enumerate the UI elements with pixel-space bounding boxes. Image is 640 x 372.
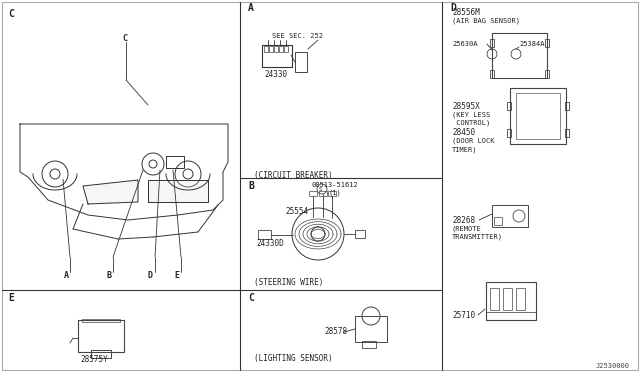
Text: (REMOTE: (REMOTE [452,226,482,232]
Text: 24330D: 24330D [256,238,284,247]
Bar [258,230,271,239]
Bar [492,205,528,227]
Bar [545,70,549,78]
Text: 08513-51612
(1): 08513-51612 (1) [312,182,358,196]
Bar [264,46,268,52]
Text: TRANSMITTER): TRANSMITTER) [452,234,503,240]
Text: (LIGHTING SENSOR): (LIGHTING SENSOR) [254,355,333,363]
Text: C: C [248,293,254,303]
Bar [507,102,511,110]
Text: 28578: 28578 [324,327,347,337]
Bar [565,102,569,110]
Text: (STEERING WIRE): (STEERING WIRE) [254,279,323,288]
Text: 24330: 24330 [264,70,287,78]
Bar [503,288,512,310]
Text: A: A [64,272,69,280]
Bar [355,230,365,238]
Text: 28268: 28268 [452,215,475,224]
Text: 28575Y: 28575Y [80,355,108,363]
Text: 28556M: 28556M [452,7,480,16]
Text: 25710: 25710 [452,311,475,320]
Text: C: C [122,33,127,42]
Bar [494,217,502,225]
Text: (AIR BAG SENSOR): (AIR BAG SENSOR) [452,18,520,24]
Text: (CIRCUIT BREAKER): (CIRCUIT BREAKER) [254,170,333,180]
Bar [362,341,376,348]
Bar [284,46,288,52]
Text: 28450: 28450 [452,128,475,137]
Bar [91,350,111,358]
Bar [309,191,317,196]
Bar [545,39,549,47]
Text: C: C [8,9,14,19]
Text: E: E [174,272,179,280]
Bar [166,156,184,168]
Text: 28595X: 28595X [452,102,480,110]
Bar [295,52,307,72]
Text: 25384A: 25384A [519,41,545,47]
Bar [319,191,327,196]
Bar [355,316,387,342]
Bar [486,282,536,320]
Text: E: E [8,293,14,303]
Polygon shape [148,180,208,202]
Bar [328,191,336,196]
Text: 25630A: 25630A [452,41,477,47]
Text: SEE SEC. 252: SEE SEC. 252 [273,33,323,39]
Bar [274,46,278,52]
Text: (DOOR LOCK: (DOOR LOCK [452,138,495,144]
Bar [269,46,273,52]
Bar [490,288,499,310]
Bar [279,46,283,52]
Text: B: B [248,181,254,191]
Text: S: S [318,186,322,192]
Text: J2530000: J2530000 [596,363,630,369]
Text: CONTROL): CONTROL) [452,120,490,126]
Text: B: B [106,272,111,280]
Text: D: D [450,3,456,13]
Text: (KEY LESS: (KEY LESS [452,112,490,118]
Bar [82,319,120,322]
Bar [262,45,292,67]
Bar [490,39,494,47]
Bar [490,70,494,78]
Text: A: A [248,3,254,13]
Text: TIMER): TIMER) [452,147,477,153]
Bar [510,88,566,144]
Text: D: D [148,272,153,280]
Text: 25554: 25554 [285,206,308,215]
Bar [78,320,124,352]
Bar [516,93,560,139]
Polygon shape [83,180,138,204]
Bar [565,129,569,137]
Bar [516,288,525,310]
Bar [492,33,547,78]
Bar [507,129,511,137]
